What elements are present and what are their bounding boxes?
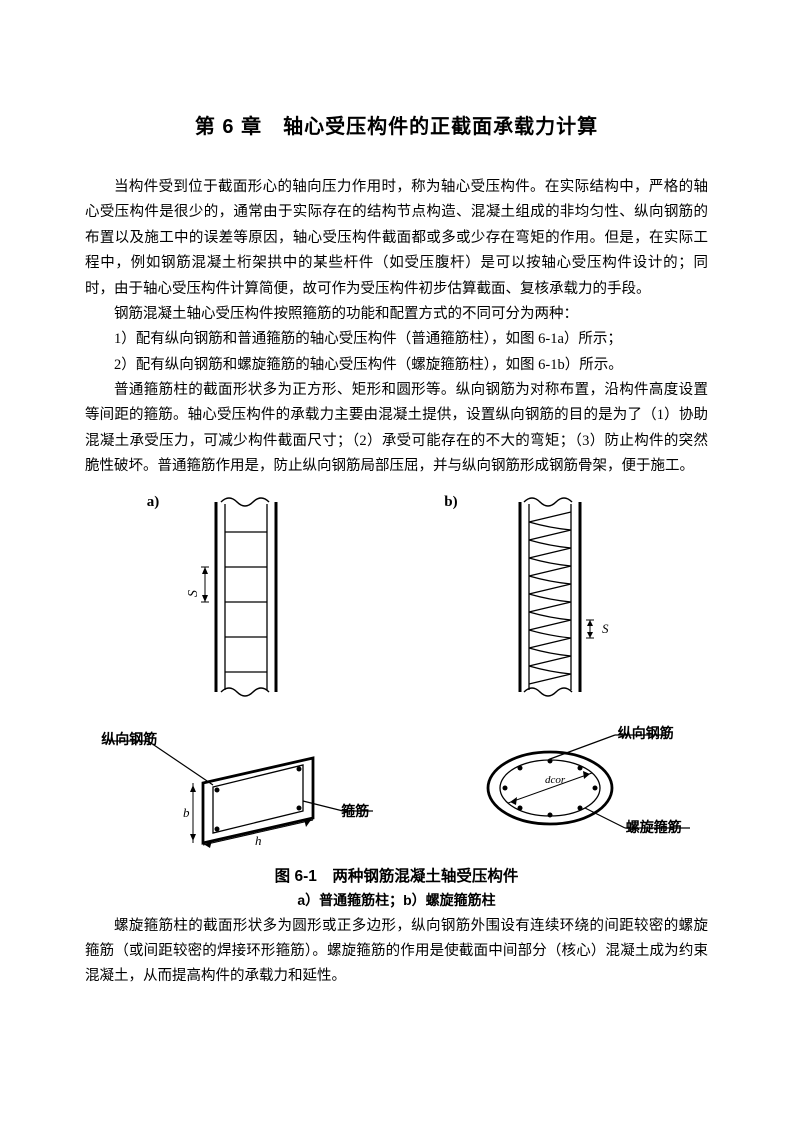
figure-row-elevations: a) (85, 492, 708, 717)
figure-a-container: a) (141, 492, 341, 717)
figure-a-label: a) (147, 494, 160, 511)
figure-a-svg: S (141, 492, 341, 712)
figure-subcaption: a）普通箍筋柱；b）螺旋箍筋柱 (85, 890, 708, 910)
section-a-container: b h 纵向钢筋 箍筋 (93, 723, 383, 858)
paragraph-2: 钢筋混凝土轴心受压构件按照箍筋的功能和配置方式的不同可分为两种： (85, 302, 708, 327)
section-a-h-dim: h (255, 833, 262, 848)
section-b-rebar-label: 纵向钢筋 (618, 723, 674, 743)
figure-b-s-dim: S (602, 621, 609, 636)
list-item-2: 2）配有纵向钢筋和螺旋箍筋的轴心受压构件（螺旋箍筋柱），如图 6-1b）所示。 (85, 353, 708, 378)
section-a-b-dim: b (183, 805, 190, 820)
section-b-container: dcor 纵向钢筋 螺旋箍筋 (400, 723, 700, 858)
document-page: 第 6 章 轴心受压构件的正截面承载力计算 当构件受到位于截面形心的轴向压力作用… (0, 0, 793, 1122)
section-b-spiral-label: 螺旋箍筋 (626, 817, 682, 837)
figure-b-container: b) (452, 492, 652, 717)
chapter-title: 第 6 章 轴心受压构件的正截面承载力计算 (85, 110, 708, 139)
figure-row-sections: b h 纵向钢筋 箍筋 (85, 723, 708, 858)
paragraph-1: 当构件受到位于截面形心的轴向压力作用时，称为轴心受压构件。在实际结构中，严格的轴… (85, 175, 708, 302)
figure-b-label: b) (444, 494, 457, 511)
figure-a-s-dim: S (186, 590, 201, 597)
figure-b-svg: S (452, 492, 652, 712)
section-a-rebar-label: 纵向钢筋 (101, 729, 157, 749)
paragraph-3: 普通箍筋柱的截面形状多为正方形、矩形和圆形等。纵向钢筋为对称布置，沿构件高度设置… (85, 378, 708, 480)
section-b-d-dim: dcor (545, 774, 566, 786)
paragraph-4: 螺旋箍筋柱的截面形状多为圆形或正多边形，纵向钢筋外围设有连续环绕的间距较密的螺旋… (85, 914, 708, 990)
section-a-stirrup-label: 箍筋 (341, 801, 369, 821)
list-item-1: 1）配有纵向钢筋和普通箍筋的轴心受压构件（普通箍筋柱），如图 6-1a）所示； (85, 327, 708, 352)
figure-caption: 图 6-1 两种钢筋混凝土轴受压构件 (85, 864, 708, 886)
